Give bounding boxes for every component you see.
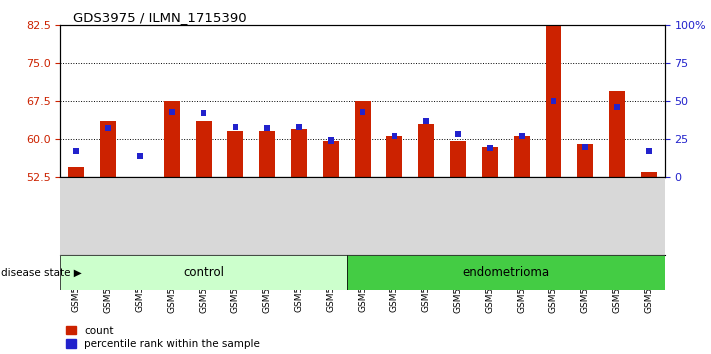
Bar (455, 131, 461, 137)
Bar (392, 133, 397, 139)
Bar (105, 125, 111, 131)
Bar (423, 118, 429, 124)
Text: disease state ▶: disease state ▶ (1, 268, 82, 278)
Text: control: control (183, 266, 224, 279)
Bar (60, 255, 347, 290)
Bar (450, 142, 466, 177)
Bar (387, 136, 402, 177)
Bar (228, 131, 243, 177)
Bar (100, 121, 116, 177)
Bar (137, 153, 143, 159)
Bar (169, 108, 175, 115)
Text: endometrioma: endometrioma (462, 266, 550, 279)
Bar (347, 255, 665, 290)
Bar (514, 136, 530, 177)
Bar (68, 167, 85, 177)
Bar (614, 104, 620, 110)
Bar (201, 110, 206, 116)
Bar (296, 124, 302, 130)
Bar (482, 147, 498, 177)
Bar (582, 143, 588, 150)
Bar (550, 98, 556, 104)
Bar (641, 172, 657, 177)
Bar (487, 145, 493, 151)
Bar (577, 144, 593, 177)
Bar (609, 91, 625, 177)
Bar (73, 148, 79, 154)
Bar (232, 124, 238, 130)
Bar (545, 22, 562, 177)
Bar (264, 125, 270, 131)
Bar (260, 131, 275, 177)
Bar (323, 142, 338, 177)
Legend: count, percentile rank within the sample: count, percentile rank within the sample (65, 326, 260, 349)
Bar (646, 148, 652, 154)
Bar (164, 101, 180, 177)
Bar (196, 121, 212, 177)
Bar (418, 124, 434, 177)
Text: GDS3975 / ILMN_1715390: GDS3975 / ILMN_1715390 (73, 11, 246, 24)
Bar (355, 101, 370, 177)
Bar (519, 133, 525, 139)
Bar (360, 108, 365, 115)
Bar (328, 137, 333, 143)
Bar (291, 129, 307, 177)
